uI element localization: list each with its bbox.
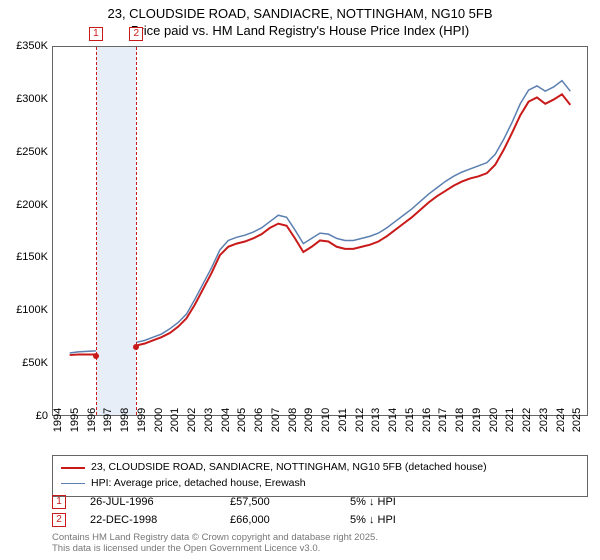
sale-row: 1 26-JUL-1996£57,5005% ↓ HPI	[52, 493, 470, 511]
sale-marker-top: 2	[129, 27, 143, 41]
x-tick-label: 2005	[236, 408, 248, 432]
chart-area: 12	[52, 46, 588, 416]
sales-table: 1 26-JUL-1996£57,5005% ↓ HPI 2 22-DEC-1998£…	[52, 493, 470, 529]
y-tick-label: £200K	[16, 199, 48, 211]
legend-box: 23, CLOUDSIDE ROAD, SANDIACRE, NOTTINGHA…	[52, 455, 588, 497]
footer-attribution: Contains HM Land Registry data © Crown c…	[52, 532, 378, 555]
x-tick-label: 2018	[454, 408, 466, 432]
x-tick-label: 2004	[220, 408, 232, 432]
x-tick-label: 2003	[203, 408, 215, 432]
sale-diff: 5% ↓ HPI	[350, 496, 470, 508]
x-tick-label: 2024	[555, 408, 567, 432]
x-tick-label: 1997	[102, 408, 114, 432]
legend-item: 23, CLOUDSIDE ROAD, SANDIACRE, NOTTINGHA…	[61, 460, 579, 476]
y-tick-label: £250K	[16, 146, 48, 158]
x-tick-label: 2020	[488, 408, 500, 432]
sale-marker-top: 1	[89, 27, 103, 41]
footer-line-1: Contains HM Land Registry data © Crown c…	[52, 532, 378, 543]
x-tick-label: 2014	[387, 408, 399, 432]
x-tick-label: 2001	[169, 408, 181, 432]
y-tick-label: £50K	[22, 357, 48, 369]
sale-diff: 5% ↓ HPI	[350, 514, 470, 526]
sale-price: £66,000	[230, 514, 350, 526]
x-tick-label: 2011	[337, 408, 349, 432]
legend-item: HPI: Average price, detached house, Erew…	[61, 476, 579, 492]
legend-swatch	[61, 467, 85, 469]
sale-row: 2 22-DEC-1998£66,0005% ↓ HPI	[52, 511, 470, 529]
sale-band	[96, 47, 136, 415]
sale-vline	[136, 47, 137, 415]
x-tick-label: 2012	[354, 408, 366, 432]
series-hpi	[70, 81, 571, 353]
y-tick-label: £0	[36, 410, 48, 422]
x-tick-label: 2002	[186, 408, 198, 432]
y-tick-label: £300K	[16, 93, 48, 105]
x-tick-label: 1994	[52, 408, 64, 432]
y-tick-label: £350K	[16, 40, 48, 52]
x-tick-label: 1999	[136, 408, 148, 432]
x-tick-label: 2023	[538, 408, 550, 432]
footer-line-2: This data is licensed under the Open Gov…	[52, 543, 378, 554]
x-tick-label: 2019	[471, 408, 483, 432]
x-tick-label: 2021	[504, 408, 516, 432]
x-tick-label: 2015	[404, 408, 416, 432]
sale-dot	[133, 344, 139, 350]
x-tick-label: 2000	[153, 408, 165, 432]
sale-dot	[93, 353, 99, 359]
x-tick-label: 2022	[521, 408, 533, 432]
legend-label: 23, CLOUDSIDE ROAD, SANDIACRE, NOTTINGHA…	[91, 460, 487, 476]
x-tick-label: 2008	[287, 408, 299, 432]
x-tick-label: 2017	[437, 408, 449, 432]
legend-label: HPI: Average price, detached house, Erew…	[91, 476, 306, 492]
sale-vline	[96, 47, 97, 415]
figure-container: 23, CLOUDSIDE ROAD, SANDIACRE, NOTTINGHA…	[0, 0, 600, 560]
title-line-1: 23, CLOUDSIDE ROAD, SANDIACRE, NOTTINGHA…	[0, 6, 600, 21]
sale-price: £57,500	[230, 496, 350, 508]
x-tick-label: 2013	[370, 408, 382, 432]
x-tick-label: 2009	[303, 408, 315, 432]
x-tick-label: 1998	[119, 408, 131, 432]
x-tick-label: 2010	[320, 408, 332, 432]
sale-marker: 1	[52, 495, 66, 509]
x-tick-label: 2007	[270, 408, 282, 432]
y-tick-label: £150K	[16, 251, 48, 263]
legend-swatch	[61, 483, 85, 485]
x-tick-label: 1996	[86, 408, 98, 432]
series-price_paid	[70, 94, 571, 355]
sale-marker: 2	[52, 513, 66, 527]
x-tick-label: 2016	[421, 408, 433, 432]
sale-date: 22-DEC-1998	[90, 514, 230, 526]
x-tick-label: 1995	[69, 408, 81, 432]
y-tick-label: £100K	[16, 304, 48, 316]
x-tick-label: 2006	[253, 408, 265, 432]
sale-date: 26-JUL-1996	[90, 496, 230, 508]
x-tick-label: 2025	[571, 408, 583, 432]
